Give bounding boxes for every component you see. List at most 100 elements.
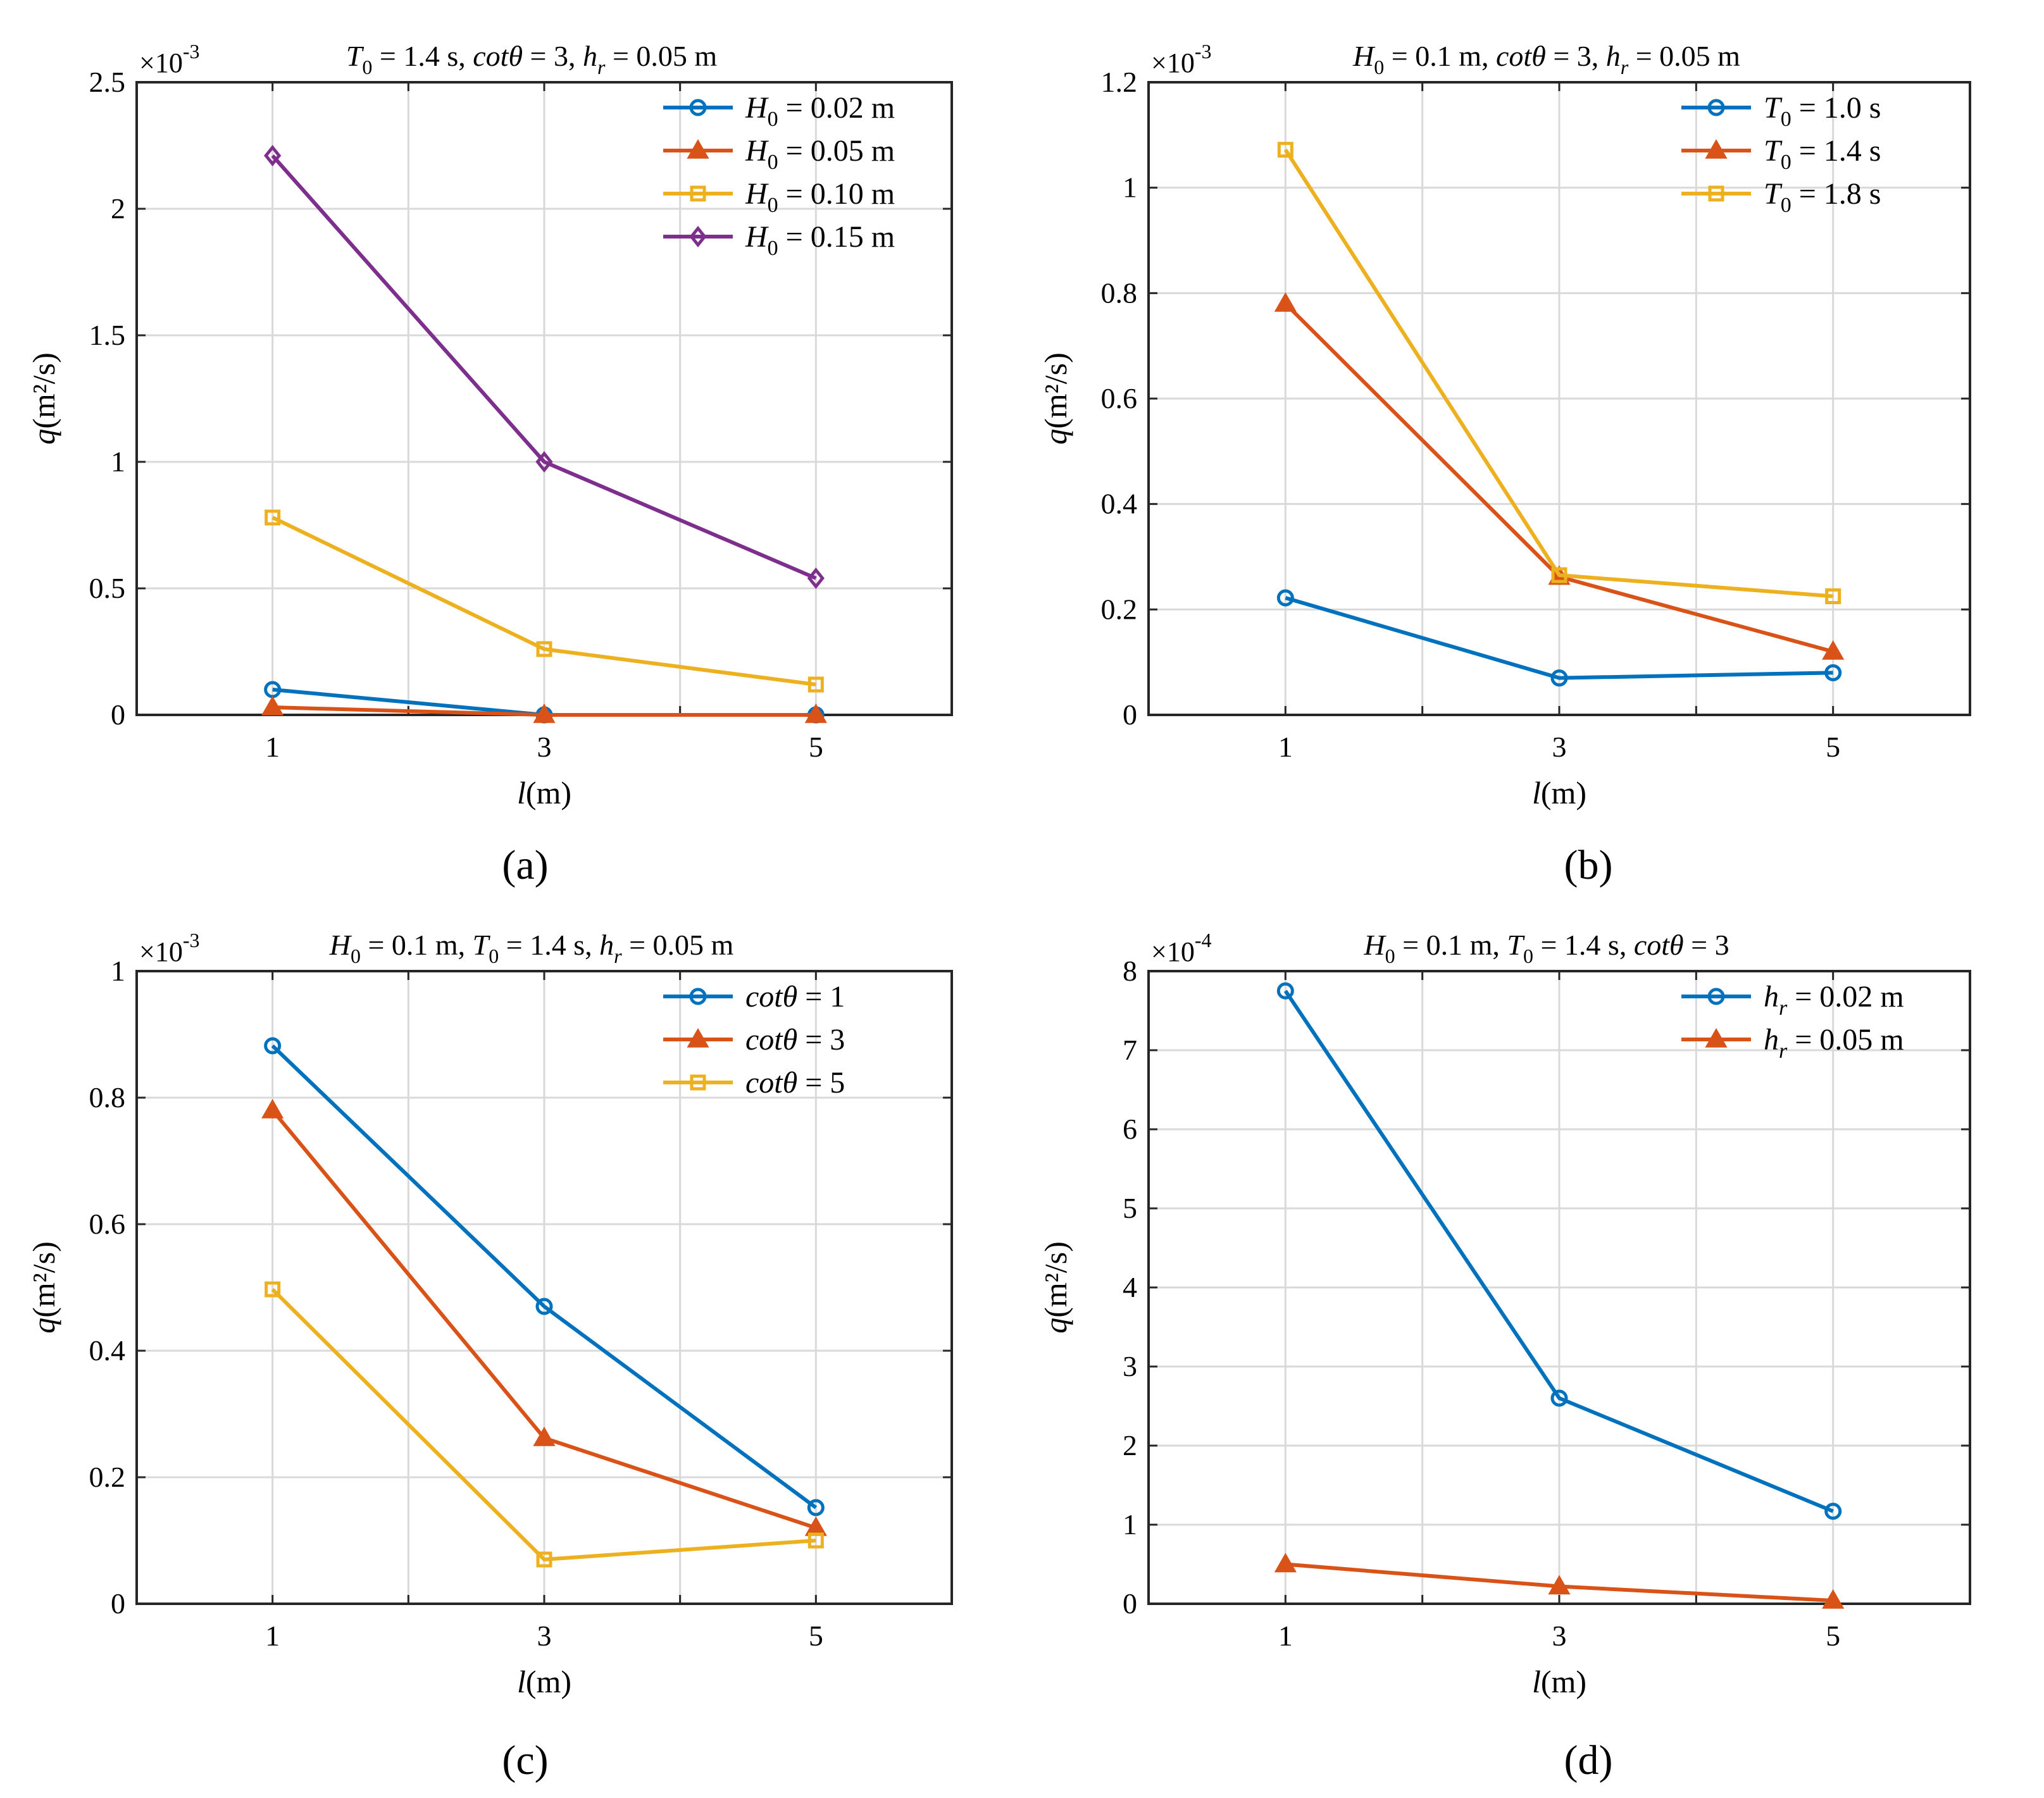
y-tick-label: 0.8 [89,1081,126,1113]
y-tick-label: 1 [1123,171,1137,204]
x-axis-label: l(m) [517,1664,571,1699]
y-tick-label: 0.6 [89,1208,126,1240]
y-tick-label: 8 [1123,955,1137,987]
chart-title-part: h [599,929,614,961]
chart-title-part: r [1621,56,1629,78]
chart-title-part: 0 [1523,945,1533,967]
legend-label-2: hr = 0.05 m [1764,1023,1904,1063]
multiplier-base: ×10 [1151,936,1195,967]
legend-label-1: hr = 0.02 m [1764,980,1904,1020]
x-tick-label: 5 [809,731,823,763]
caption-a: (a) [502,842,549,888]
chart-title-part: = 0.1 m, [1384,40,1496,72]
chart-title-part: = 0.05 m [605,40,717,72]
legend-marker-1 [689,988,707,1005]
chart-title-part: = 1.4 s, [372,40,473,72]
chart-title-part: = 0.1 m, [361,929,473,961]
legend-label-1-part: 0 [1781,108,1792,131]
chart-title: H0 = 0.1 m, T0 = 1.4 s, hr = 0.05 m [329,929,734,967]
chart-title-part: T [346,40,365,72]
data-point-s1-2 [535,1298,553,1315]
data-point-s3-2 [536,641,552,657]
x-tick-label: 5 [1826,731,1840,763]
chart-title: H0 = 0.1 m, T0 = 1.4 s, cotθ = 3 [1363,929,1729,967]
y-tick-label: 3 [1123,1350,1137,1382]
data-point-s3-2 [536,1551,552,1568]
chart-title-part: = 1.4 s, [499,929,599,961]
y-tick-label: 1 [1123,1508,1137,1541]
x-label-var: l [1532,1664,1541,1699]
chart-panel-c: 1 3 500.20.40.60.81×10-3 H0 = 0.1 m, T0 = 1… [26,929,953,1699]
multiplier-exponent: -3 [183,40,200,63]
data-point-s1-1 [1276,589,1294,607]
y-label-unit: (m²/s) [26,352,61,429]
legend-marker-1 [1707,988,1725,1005]
chart-title-part: H [1352,40,1376,72]
chart-title-part: = 0.1 m, [1395,929,1507,961]
data-point-s2-3 [1822,640,1845,660]
chart-title-part: 0 [351,945,361,967]
y-label-unit: (m²/s) [1038,1241,1073,1318]
chart-title-part: cotθ [473,40,523,72]
legend-marker-2 [1705,139,1728,159]
legend-marker-4 [689,225,707,248]
legend-label-3: T0 = 1.8 s [1764,177,1881,217]
x-tick-label: 1 [1278,731,1293,763]
legend-label-1: H0 = 0.02 m [745,91,895,131]
y-tick-label: 1.5 [89,319,126,351]
chart-panel-b: 1 3 500.20.40.60.811.2×10-3 H0 = 0.1 m, cot… [1038,40,1971,810]
x-tick-label: 1 [1278,1620,1293,1652]
y-axis-label: q(m²/s) [1038,352,1073,445]
y-tick-label: 2 [1123,1429,1137,1461]
chart-panel-a: 1 3 500.511.522.5×10-3 T0 = 1.4 s, cotθ = 3… [26,40,953,810]
y-tick-label: 5 [1123,1192,1137,1224]
legend-label-1-part: = 1.0 s [1792,91,1881,125]
legend-label-3-part: = 1.8 s [1792,177,1881,211]
y-tick-label: 0.8 [1101,276,1138,309]
multiplier-exponent: -3 [1195,40,1212,63]
y-label-var: q [26,429,61,445]
axis-multiplier: ×10-3 [139,929,199,967]
y-axis-label-group: q(m²/s) [26,352,61,445]
legend-label-1-part: = 0.02 m [778,91,895,125]
y-axis-label-group: q(m²/s) [26,1241,61,1334]
multiplier-exponent: -3 [183,929,200,952]
data-point-s1-3 [807,1499,825,1516]
chart-title-part: cotθ [1634,929,1684,961]
legend-marker-2 [687,1027,709,1048]
legend-label-3-part: 0 [768,194,778,217]
y-label-unit: (m²/s) [26,1241,61,1318]
legend-label-2: T0 = 1.4 s [1764,134,1881,174]
legend-label-3: H0 = 0.10 m [745,177,895,217]
data-point-s4-1 [264,144,282,167]
series-line-3 [1283,149,1833,598]
y-tick-label: 0.4 [89,1334,126,1367]
x-axis-label: l(m) [1532,1664,1586,1699]
x-tick-label: 3 [537,1620,552,1652]
y-tick-label: 0 [111,698,125,731]
x-tick-label: 1 [265,731,280,763]
data-point-s2-2 [533,1426,556,1446]
data-point-s1-3 [1824,664,1842,681]
legend-marker-2 [1705,1027,1728,1048]
multiplier-base: ×10 [139,936,183,967]
y-label-var: q [1038,1318,1073,1334]
legend-label-4: H0 = 0.15 m [745,220,895,260]
axis-multiplier: ×10-4 [1151,929,1211,967]
data-point-s2-1 [1274,1553,1297,1573]
legend-label-3-part: = 5 [797,1066,845,1100]
data-point-s2-3 [804,703,827,723]
x-label-unit: (m) [1541,775,1586,810]
chart-title-part: cotθ [1496,40,1546,72]
legend-label-2-part: cotθ [745,1023,797,1057]
data-point-s4-2 [535,450,553,473]
x-tick-label: 1 [265,1620,280,1652]
multiplier-base: ×10 [1151,47,1195,78]
data-point-s3-3 [807,1532,824,1549]
x-axis-label: l(m) [517,775,571,810]
legend-label-2-part: = 0.05 m [778,134,895,168]
legend-label-1-part: = 1 [797,980,845,1014]
x-tick-label: 5 [809,1620,823,1652]
y-tick-label: 0.2 [1101,593,1138,625]
